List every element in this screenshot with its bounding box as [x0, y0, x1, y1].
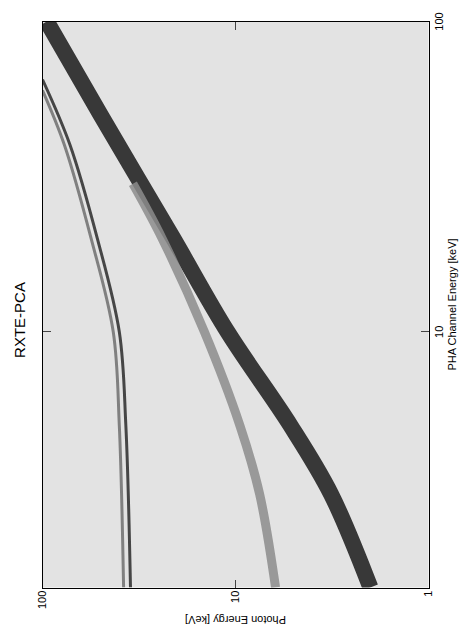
svg-text:Photon Energy [keV]: Photon Energy [keV] [185, 614, 286, 626]
svg-text:PHA Channel Energy [keV]: PHA Channel Energy [keV] [445, 238, 457, 370]
svg-text:100: 100 [36, 590, 48, 608]
svg-text:1: 1 [422, 590, 434, 596]
svg-text:RXTE-PCA: RXTE-PCA [11, 282, 28, 358]
svg-text:100: 100 [432, 12, 444, 30]
svg-text:10: 10 [432, 325, 444, 337]
svg-text:10: 10 [229, 590, 241, 602]
